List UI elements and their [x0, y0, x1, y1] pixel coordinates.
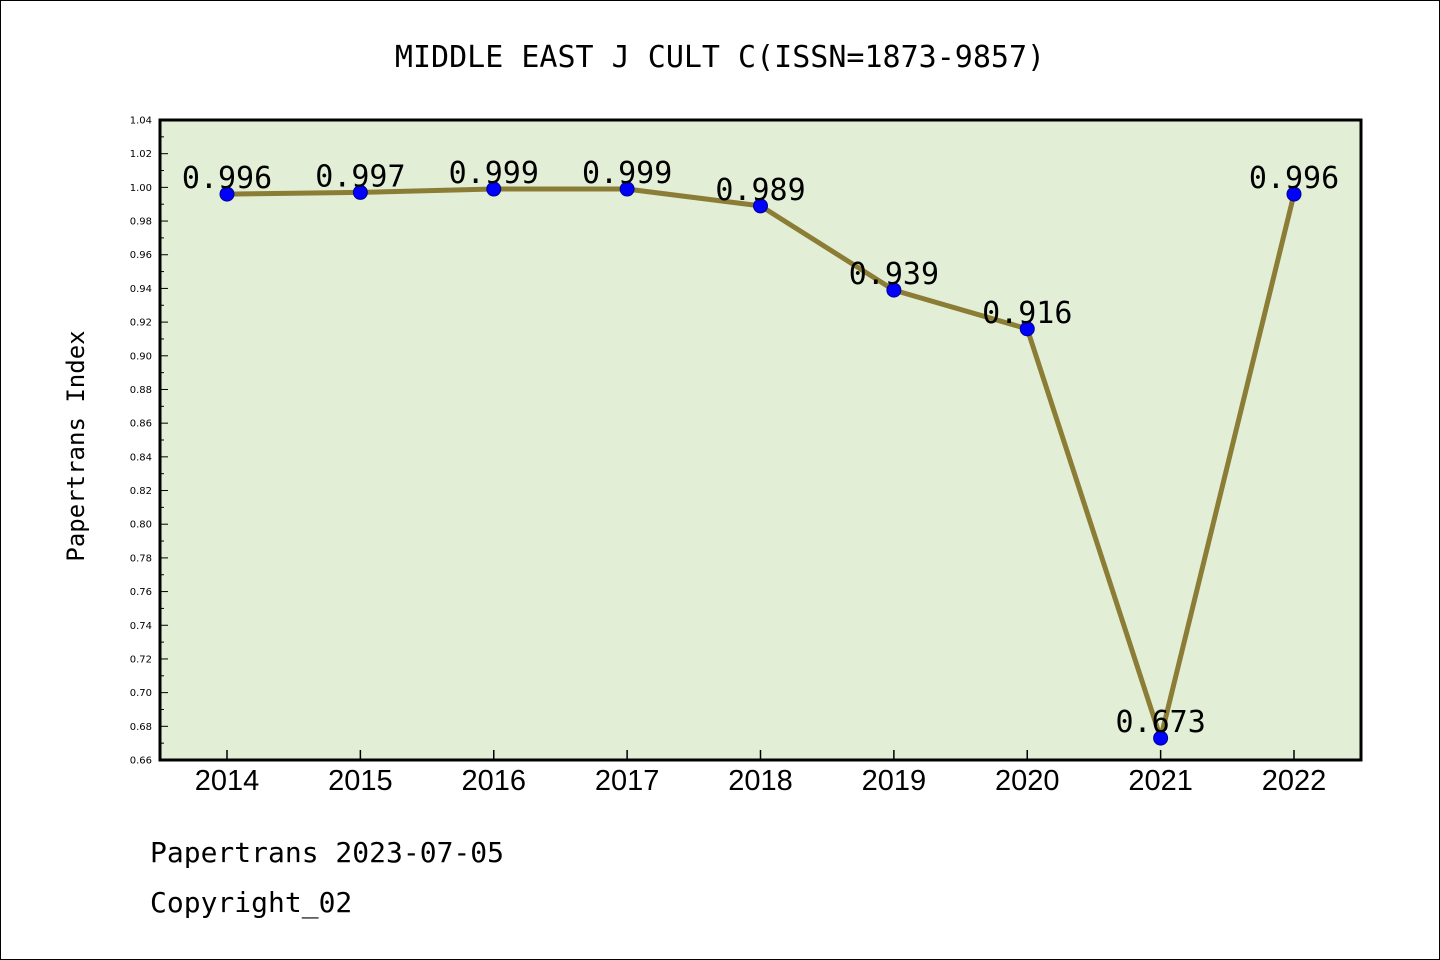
x-tick-label: 2014 [195, 765, 260, 797]
plot-border [158, 118, 1363, 762]
x-tick-label: 2021 [1128, 765, 1193, 797]
data-point [1153, 730, 1169, 746]
x-tick-label: 2017 [595, 765, 660, 797]
x-tick-label: 2016 [461, 765, 526, 797]
y-tick-label: 0.86 [130, 419, 152, 430]
y-tick-label: 0.80 [130, 520, 152, 531]
data-point [486, 181, 502, 197]
y-tick-label: 0.94 [130, 284, 152, 295]
x-tick-label: 2022 [1262, 765, 1327, 797]
data-label: 0.939 [849, 257, 939, 292]
footer-copyright-text: Copyright_02 [150, 886, 353, 919]
y-tick-label: 0.90 [130, 351, 152, 362]
x-tick-label: 2015 [328, 765, 393, 797]
y-tick-label: 1.02 [130, 149, 152, 160]
data-point [886, 282, 902, 298]
x-axis: 2014 2015 2016 2017 2018 2019 2020 2021 2022 [195, 750, 1327, 797]
data-points [219, 181, 1302, 746]
footer-date-text: Papertrans 2023-07-05 [150, 836, 505, 869]
y-tick-label: 0.98 [130, 217, 152, 228]
data-label: 0.996 [182, 161, 272, 196]
y-tick-label: 0.68 [130, 722, 152, 733]
y-tick-label: 0.66 [130, 756, 152, 767]
chart-title: MIDDLE EAST J CULT C(ISSN=1873-9857) [395, 40, 1045, 75]
data-label: 0.916 [982, 296, 1072, 331]
y-tick-label: 0.96 [130, 250, 152, 261]
y-tick-label: 1.00 [130, 183, 152, 194]
data-label: 0.673 [1115, 705, 1205, 740]
data-label: 0.996 [1249, 161, 1339, 196]
data-point [352, 184, 368, 200]
x-tick-label: 2020 [995, 765, 1060, 797]
data-point [1286, 186, 1302, 202]
y-tick-label: 0.88 [130, 385, 152, 396]
y-tick-label: 0.74 [130, 621, 152, 632]
y-axis: 0.66 0.68 0.70 0.72 0.74 0.76 0.78 0.80 0.82 0.84… [130, 116, 168, 767]
y-tick-label: 0.72 [130, 654, 152, 665]
data-point [219, 186, 235, 202]
data-label: 0.999 [582, 156, 672, 191]
data-point [1019, 321, 1035, 337]
y-tick-label: 1.04 [130, 116, 152, 127]
plot-area [160, 120, 1361, 760]
data-label: 0.999 [449, 156, 539, 191]
y-tick-label: 0.70 [130, 688, 152, 699]
data-label: 0.997 [315, 159, 405, 194]
x-tick-label: 2018 [728, 765, 793, 797]
data-labels: 0.996 0.997 0.999 0.999 0.989 0.939 0.916 0.673… [182, 156, 1339, 740]
y-tick-label: 0.76 [130, 587, 152, 598]
y-tick-label: 0.82 [130, 486, 152, 497]
y-tick-label: 0.84 [130, 452, 152, 463]
x-tick-label: 2019 [862, 765, 927, 797]
y-tick-label: 0.92 [130, 318, 152, 329]
data-point [619, 181, 635, 197]
y-tick-label: 0.78 [130, 553, 152, 564]
y-axis-label: Papertrans Index [62, 330, 90, 561]
data-point [753, 198, 768, 214]
data-label: 0.989 [715, 173, 805, 208]
